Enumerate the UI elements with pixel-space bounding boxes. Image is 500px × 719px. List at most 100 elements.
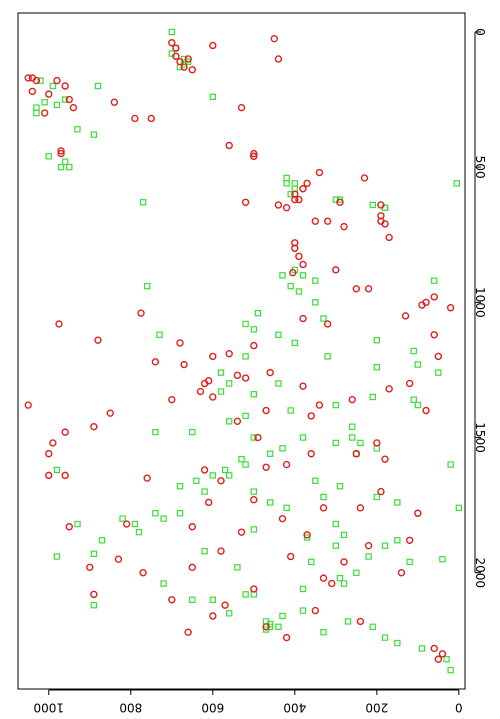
circle-point xyxy=(352,285,361,293)
circle-point xyxy=(250,341,258,350)
circle-point xyxy=(131,114,139,123)
square-point xyxy=(53,553,61,560)
square-point xyxy=(33,109,40,117)
circle-point xyxy=(69,103,78,112)
circle-point xyxy=(90,423,98,431)
circle-point xyxy=(295,195,303,204)
circle-point xyxy=(262,623,270,631)
square-point xyxy=(61,158,69,165)
circle-point xyxy=(86,563,94,572)
square-point xyxy=(74,126,81,133)
square-point xyxy=(295,288,303,295)
circle-point xyxy=(204,498,213,507)
square-point xyxy=(320,315,327,322)
square-point xyxy=(221,466,229,474)
circle-point xyxy=(438,650,447,658)
x-axis: 0 500 1000 1500 2000 xyxy=(473,28,487,588)
square-point xyxy=(242,591,249,598)
circle-point xyxy=(196,387,205,396)
square-point xyxy=(37,77,44,84)
circle-point xyxy=(360,174,369,182)
circle-point xyxy=(348,395,356,404)
square-point xyxy=(90,550,98,558)
x-tick-label: 2000 xyxy=(473,557,487,588)
square-point xyxy=(238,455,245,463)
circle-point xyxy=(176,57,184,66)
circle-point xyxy=(57,149,65,158)
circle-point xyxy=(45,90,53,98)
circle-point xyxy=(299,185,307,193)
square-point xyxy=(308,558,315,566)
square-point xyxy=(332,520,340,528)
circle-point xyxy=(291,244,299,252)
square-point xyxy=(312,477,319,484)
y-tick-label: 600 xyxy=(201,701,224,715)
square-point xyxy=(53,466,61,474)
square-point xyxy=(49,82,57,90)
circle-point xyxy=(323,217,332,225)
circle-point xyxy=(209,393,217,401)
circle-point xyxy=(430,293,438,301)
square-point xyxy=(160,515,167,522)
square-series xyxy=(33,28,463,674)
circle-point xyxy=(299,260,307,269)
circle-point xyxy=(172,44,180,52)
circle-point xyxy=(188,523,196,531)
square-point xyxy=(152,428,159,436)
circle-point xyxy=(262,406,270,415)
square-point xyxy=(209,93,216,101)
circle-point xyxy=(233,417,242,426)
circle-point xyxy=(209,352,217,361)
circle-point xyxy=(405,536,414,544)
circle-point xyxy=(188,563,196,572)
y-tick-label: 0 xyxy=(455,701,463,715)
circle-point xyxy=(299,382,307,390)
circle-point xyxy=(32,76,41,85)
square-point xyxy=(353,569,360,576)
square-point xyxy=(279,445,286,452)
circle-series xyxy=(24,34,455,663)
square-point xyxy=(152,510,159,517)
circle-point xyxy=(180,360,188,369)
circle-point xyxy=(24,401,32,409)
square-point xyxy=(373,336,381,344)
circle-point xyxy=(61,428,69,436)
square-point xyxy=(267,450,274,457)
circle-point xyxy=(356,617,365,626)
square-point xyxy=(299,585,307,593)
square-point xyxy=(275,623,282,631)
square-point xyxy=(336,196,344,203)
square-point xyxy=(291,339,299,347)
circle-point xyxy=(299,314,307,323)
square-point xyxy=(340,531,348,539)
circle-point xyxy=(184,628,192,636)
plot-frame xyxy=(17,12,466,690)
y-tick-label: 200 xyxy=(365,701,388,715)
square-point xyxy=(217,369,225,376)
square-point xyxy=(418,645,426,652)
square-point xyxy=(381,634,389,641)
square-point xyxy=(201,488,208,495)
circle-point xyxy=(28,87,37,96)
circle-point xyxy=(61,82,69,90)
square-point xyxy=(312,277,319,284)
circle-point xyxy=(352,450,361,458)
circle-point xyxy=(40,109,49,117)
circle-point xyxy=(180,63,188,71)
circle-point xyxy=(340,558,348,566)
y-tick-label: 400 xyxy=(283,701,306,715)
square-point xyxy=(431,277,438,284)
square-point xyxy=(394,537,401,544)
square-point xyxy=(234,564,241,571)
square-point xyxy=(242,353,249,360)
square-point xyxy=(414,361,422,368)
square-point xyxy=(119,515,126,522)
circle-point xyxy=(250,585,258,593)
square-point xyxy=(275,380,282,387)
circle-point xyxy=(319,504,328,512)
circle-point xyxy=(168,395,176,404)
circle-point xyxy=(328,579,336,588)
square-point xyxy=(139,199,147,206)
circle-point xyxy=(151,358,160,366)
square-point xyxy=(435,369,442,376)
